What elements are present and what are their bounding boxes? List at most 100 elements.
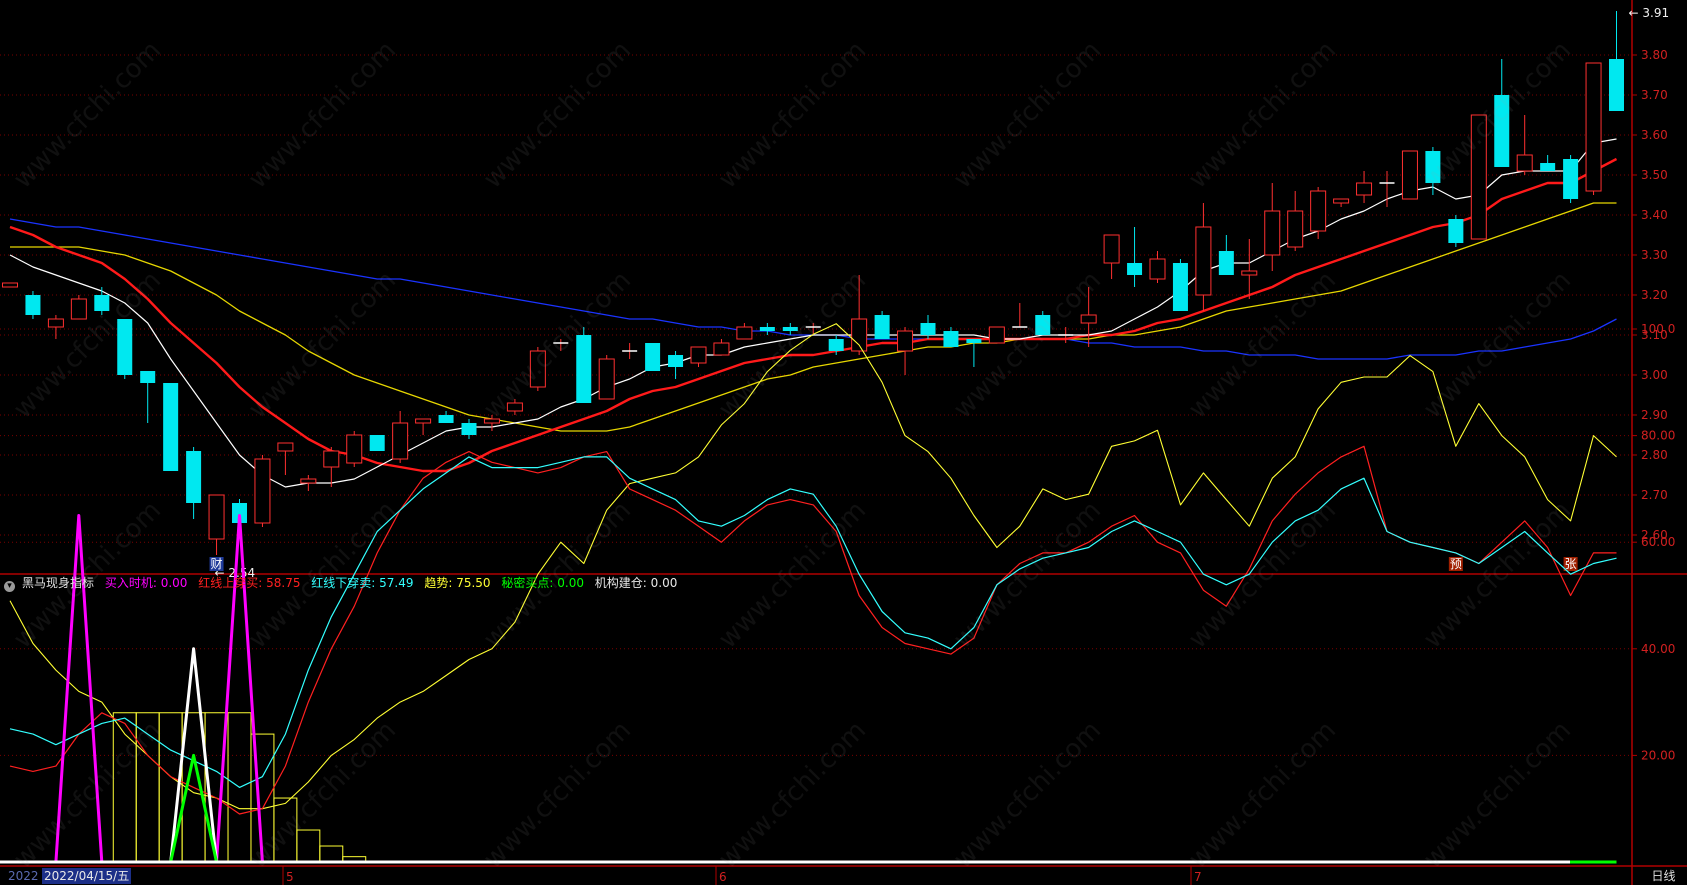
candle [1333,198,1350,207]
candle-body-down [920,323,936,335]
timeframe-label[interactable]: 日线 [1640,868,1687,885]
flag-cai-bg [209,557,224,571]
candle-body-up [1149,258,1166,280]
candle [1035,311,1051,335]
price-tick-label: 3.70 [1641,88,1668,102]
candle-body-up [1333,198,1350,204]
candle [483,415,500,431]
candle-body-up [483,418,500,424]
indicator-tick-label: 40.00 [1641,642,1675,656]
candle-body-down [117,319,133,375]
indicator-step-bar [296,829,321,863]
legend-institution: 机构建仓: 0.00 [594,576,678,590]
candle-body-up [254,458,271,524]
candle [1195,203,1212,311]
candle-body-up [529,350,546,388]
candle-body-up [2,282,18,288]
price-tick-label: 3.20 [1641,288,1668,302]
candle-body-down [369,435,385,451]
candle-body-up [988,326,1005,344]
candle [1172,259,1188,311]
candle [300,475,317,491]
candle-body-up [1401,150,1418,200]
candle [323,447,340,487]
candle-body-down [1425,151,1441,183]
candle [1448,215,1464,247]
price-tick-label: 3.60 [1641,128,1668,142]
candle-body-down [1218,251,1234,275]
candle [1379,171,1395,207]
candle-body-down [759,327,775,331]
candle [208,494,225,555]
flag-cai: 财 [211,557,223,571]
candle-body-down [943,331,959,347]
candle [346,431,363,467]
indicator-step-bar [319,845,344,863]
indicator-tick-label: 100.0 [1641,322,1675,336]
candle-body-up [300,478,317,484]
candle-body-up [1241,270,1258,276]
date-prefix: 2022 [8,869,39,883]
candle [1516,115,1533,175]
candle-body-down [1448,219,1464,243]
candle-body-up [598,358,615,400]
candle-body-down [1127,263,1143,275]
candle-body-up [1103,234,1120,264]
candle [1058,327,1074,343]
candle [438,411,454,423]
candle-body-down [140,371,156,383]
candle-body-down [232,503,247,523]
price-tick-label: 2.90 [1641,408,1668,422]
candle [25,291,41,319]
indicator-name: 黑马现身指标 [22,576,95,590]
high-price-label: ← 3.91 [1629,6,1670,20]
candle [759,323,775,335]
candle-body-down [576,335,592,403]
indicator-panel[interactable] [0,323,1617,864]
candle-body-up [1310,190,1327,232]
candle [1012,303,1028,328]
candle [1401,150,1418,200]
candle-body-up [1264,210,1281,256]
candle-body-up [897,330,914,352]
candlestick-series[interactable] [2,11,1625,555]
candle [690,346,707,367]
ma5-line [9,138,1617,488]
candle-body-down [163,383,179,471]
candle [1103,234,1120,279]
candle [576,327,592,403]
grid-lines [0,54,1632,756]
candle-body-down [828,339,844,351]
candle [506,399,523,415]
candle [828,335,844,355]
candle [1310,187,1327,239]
collapse-icon[interactable]: ▾ [4,581,15,592]
indicator-step-bar [135,712,160,863]
flag-zhang-bg [1563,557,1578,571]
candle-body-up [690,346,707,364]
candle [736,323,753,340]
indicator-header: ▾ 黑马现身指标 买入时机: 0.00 红线上穿买: 58.75 红线下穿卖: 5… [4,574,684,592]
candle-body-up [70,298,87,320]
candle [1585,62,1602,195]
moving-average-lines [9,138,1618,488]
candle [1149,251,1166,283]
month-label: 6 [719,870,727,884]
ma20-line [10,202,1617,432]
candle [117,319,133,379]
candle-body-up [1356,182,1373,196]
legend-red-cross-up: 红线上穿买: 58.75 [198,576,301,590]
candle-body-up [392,422,409,460]
candle [47,315,64,339]
candle-body-up [736,326,753,340]
candle [851,275,868,355]
candle [369,435,385,451]
candle [1287,191,1304,251]
candle-body-down [874,315,890,339]
candle [1470,114,1487,240]
candle-body-down [1563,159,1579,199]
candle [277,442,294,475]
legend-trend: 趋势: 75.50 [424,576,491,590]
